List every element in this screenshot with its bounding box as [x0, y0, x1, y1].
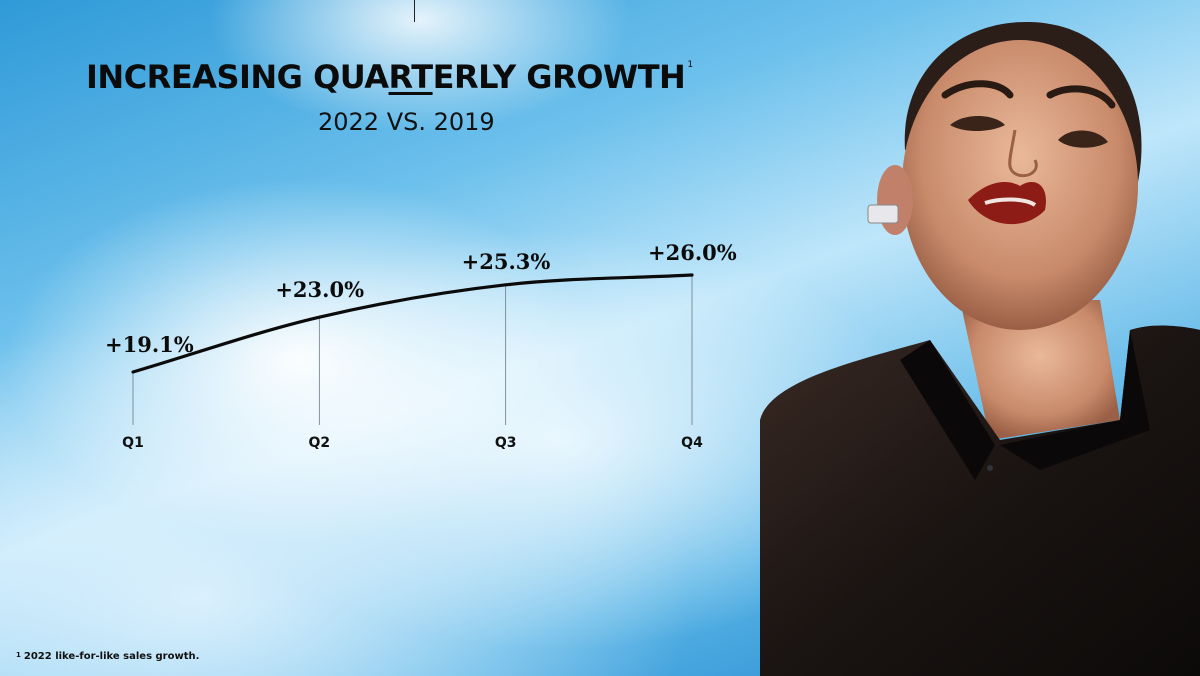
title-part-underlined: RT	[388, 58, 434, 96]
footnote-text: 2022 like-for-like sales growth.	[23, 651, 200, 662]
slide-subtitle: 2022 VS. 2019	[318, 108, 495, 136]
growth-line-chart: +19.1% +23.0% +25.3% +26.0% Q1 Q2 Q3 Q4	[105, 240, 737, 451]
data-label-q2: +23.0%	[275, 277, 364, 302]
x-tick-label-q3: Q3	[495, 435, 517, 451]
x-tick-label-q1: Q1	[122, 435, 144, 451]
top-divider-line	[414, 0, 415, 22]
series-line	[131, 273, 694, 374]
title-footnote-mark: 1	[687, 60, 693, 70]
data-label-q4: +26.0%	[648, 240, 737, 265]
slide-title: INCREASING QUARTERLY GROWTH 1	[86, 58, 693, 96]
data-label-q1: +19.1%	[105, 332, 194, 357]
footnote: 1 2022 like-for-like sales growth.	[16, 651, 199, 662]
x-tick-label-q2: Q2	[309, 435, 331, 451]
title-part-2: ERLY GROWTH	[432, 58, 686, 96]
footnote-mark: 1	[16, 651, 21, 659]
x-tick-label-q4: Q4	[681, 435, 703, 451]
title-part-1: INCREASING QUA	[86, 58, 389, 96]
data-label-q3: +25.3%	[462, 249, 551, 274]
